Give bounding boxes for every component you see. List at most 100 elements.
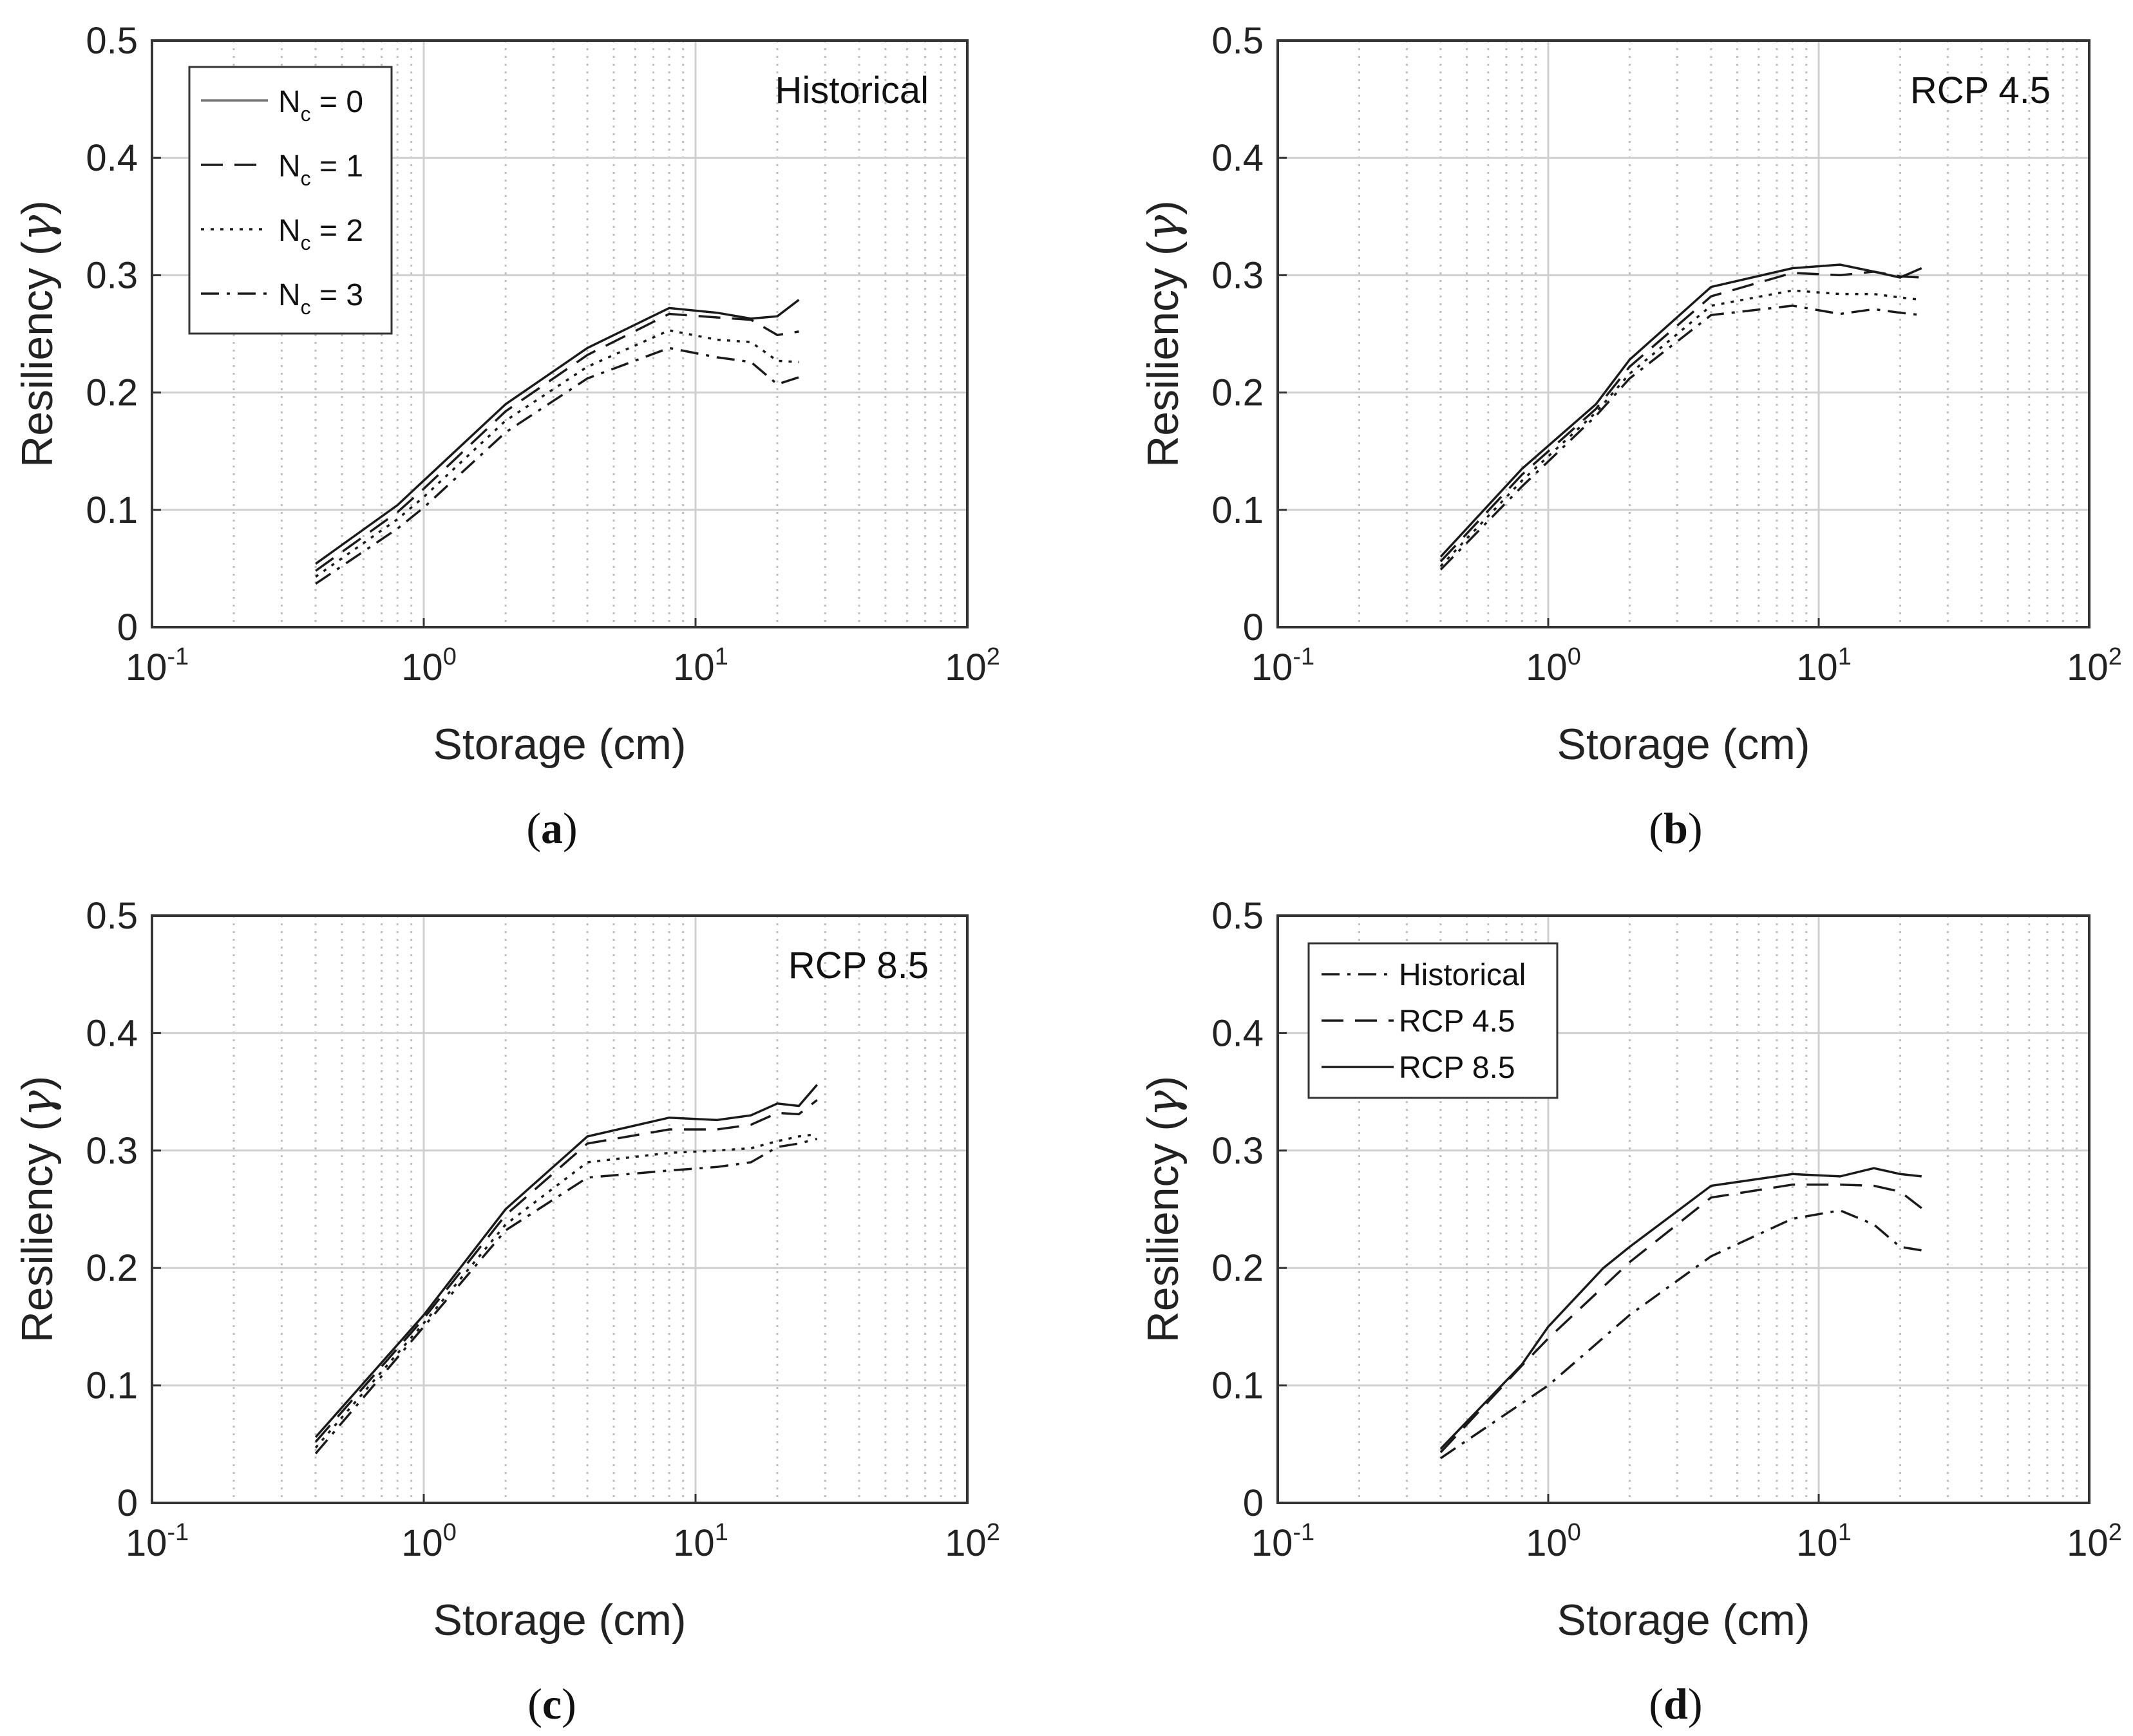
y-tick-label: 0.1 — [86, 1365, 138, 1407]
minor-grid — [1358, 41, 2078, 627]
panel-caption: (d) — [1649, 1679, 1702, 1728]
x-tick-label: 101 — [673, 643, 728, 688]
legend-entry: Historical — [1399, 958, 1526, 992]
series-line-dotted — [314, 1133, 817, 1449]
major-grid — [1278, 41, 2089, 627]
series-line-dotted — [1439, 289, 1922, 567]
y-tick-label: 0.1 — [1211, 489, 1264, 531]
minor-grid — [1358, 916, 2078, 1503]
plot-frame — [151, 39, 969, 628]
legend-entry: Nc = 3 — [278, 278, 363, 319]
series-line-dashed — [314, 1099, 818, 1443]
tick-marks — [151, 39, 969, 628]
legend-box — [1307, 942, 1559, 1099]
x-tick-label: 100 — [401, 1519, 457, 1564]
y-tick-label: 0.2 — [86, 372, 138, 414]
series-line-dashed — [315, 312, 799, 572]
y-tick-label: 0.4 — [86, 1012, 138, 1054]
scenario-annotation: Historical — [775, 70, 929, 111]
y-tick-label: 0.5 — [86, 895, 138, 937]
y-tick-label: 0.3 — [1211, 1130, 1264, 1172]
legend-box — [188, 66, 393, 335]
x-tick-label: 10-1 — [126, 1519, 189, 1564]
y-tick-label: 0.5 — [1211, 895, 1264, 937]
y-tick-label: 0 — [1243, 607, 1264, 648]
y-tick-label: 0.4 — [1211, 1012, 1264, 1054]
x-tick-label: 102 — [945, 643, 1000, 688]
plot-frame — [1276, 914, 2090, 1504]
y-tick-label: 0.4 — [1211, 137, 1264, 179]
x-tick-label: 101 — [673, 1519, 728, 1564]
legend-entry: Nc = 1 — [278, 149, 363, 190]
x-tick-label: 101 — [1796, 643, 1852, 688]
chart-panel-d: 10-1 100 101 102 0 0.1 0.2 0.3 0.4 0.5 Storage (cm… — [1138, 895, 2122, 1728]
series-line-solid — [1439, 1167, 1922, 1450]
legend: Nc = 0 Nc = 1 Nc = 2 Nc = 3 — [188, 66, 393, 335]
major-grid — [152, 916, 967, 1503]
legend-entry: RCP 4.5 — [1399, 1005, 1515, 1039]
y-tick-label: 0.1 — [86, 489, 138, 531]
series-line-dashdot — [1439, 1209, 1922, 1460]
y-tick-label: 0.5 — [1211, 20, 1264, 62]
scenario-annotation: RCP 4.5 — [1910, 70, 2051, 111]
legend-entry: Nc = 2 — [278, 214, 363, 254]
scenario-annotation: RCP 8.5 — [788, 945, 929, 986]
panel-caption: (c) — [527, 1679, 576, 1728]
y-tick-label: 0.2 — [1211, 1247, 1264, 1289]
y-tick-label: 0 — [117, 1482, 138, 1524]
series-line-dashdot — [314, 1137, 818, 1455]
x-tick-label: 10-1 — [1251, 1519, 1314, 1564]
y-tick-label: 0.3 — [86, 254, 138, 296]
y-tick-label: 0 — [1243, 1482, 1264, 1524]
y-tick-label: 0.2 — [86, 1247, 138, 1289]
x-axis-label: Storage (cm) — [1557, 720, 1810, 769]
x-tick-label: 102 — [945, 1519, 1000, 1564]
y-tick-label: 0.5 — [86, 20, 138, 62]
x-tick-label: 101 — [1796, 1519, 1852, 1564]
x-axis-label: Storage (cm) — [1557, 1596, 1810, 1645]
tick-marks — [1276, 39, 2090, 628]
legend-entry: Nc = 0 — [278, 85, 363, 126]
legend: Historical RCP 4.5 RCP 8.5 — [1307, 942, 1559, 1099]
plot-frame — [151, 914, 969, 1504]
y-tick-label: 0.2 — [1211, 372, 1264, 414]
panel-caption: (b) — [1649, 804, 1702, 853]
tick-marks — [151, 914, 969, 1504]
x-tick-label: 102 — [2067, 1519, 2122, 1564]
y-axis-label: Resiliency (γ) — [1138, 200, 1189, 467]
y-tick-label: 0.4 — [86, 137, 138, 179]
series-line-dashed — [1439, 270, 1922, 563]
x-tick-label: 102 — [2067, 643, 2122, 688]
chart-panel-b: 10-1 100 101 102 0 0.1 0.2 0.3 0.4 0.5 Storage (cm… — [1138, 20, 2122, 853]
panel-caption: (a) — [526, 804, 577, 853]
y-tick-label: 0.3 — [86, 1130, 138, 1172]
series-line-solid — [315, 299, 800, 565]
series-group — [1439, 263, 1922, 571]
series-group — [1439, 1167, 1922, 1460]
x-tick-label: 100 — [1526, 1519, 1581, 1564]
y-tick-label: 0.3 — [1211, 254, 1264, 296]
tick-marks — [1276, 914, 2090, 1504]
series-line-solid — [314, 1084, 819, 1439]
series-group — [314, 1084, 819, 1455]
series-line-dashdot — [1439, 305, 1922, 571]
x-tick-label: 100 — [401, 643, 457, 688]
y-axis-label: Resiliency (γ) — [12, 200, 63, 467]
series-line-dashed — [1439, 1183, 1922, 1453]
x-axis-label: Storage (cm) — [433, 1596, 687, 1645]
plot-frame — [1276, 39, 2090, 628]
x-axis-label: Storage (cm) — [433, 720, 687, 769]
x-tick-label: 100 — [1526, 643, 1581, 688]
series-line-solid — [1439, 263, 1922, 558]
y-axis-label: Resiliency (γ) — [1138, 1076, 1189, 1343]
minor-grid — [232, 916, 956, 1503]
series-group — [315, 299, 800, 585]
x-tick-label: 10-1 — [1251, 643, 1314, 688]
y-axis-label: Resiliency (γ) — [12, 1076, 63, 1343]
chart-panel-a: 10-1 100 101 102 0 0.1 0.2 0.3 0.4 0.5 Storage (cm… — [12, 20, 1000, 853]
x-tick-label: 10-1 — [126, 643, 189, 688]
series-line-dotted — [315, 329, 799, 578]
series-line-dashdot — [315, 346, 799, 585]
y-tick-label: 0.1 — [1211, 1365, 1264, 1407]
